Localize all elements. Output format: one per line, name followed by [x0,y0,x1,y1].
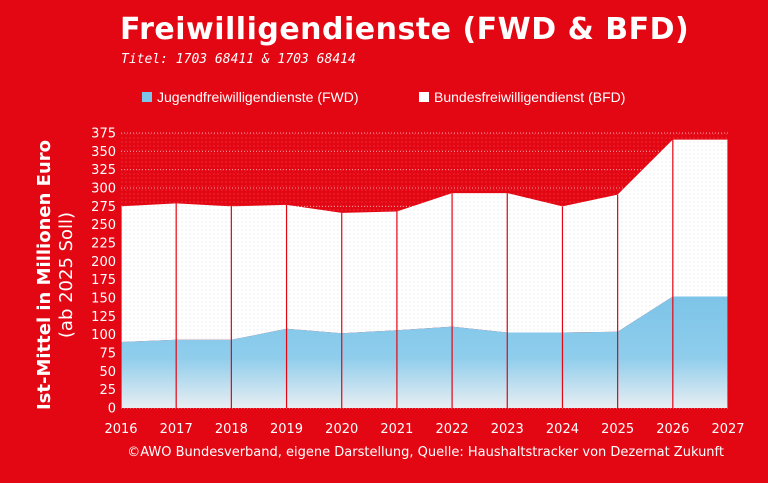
y-tick-label: 275 [91,200,116,215]
y-tick-label: 125 [91,310,116,325]
y-tick-label: 325 [91,163,116,178]
x-tick-label: 2024 [546,422,579,437]
x-tick-label: 2027 [711,422,744,437]
source-note: ©AWO Bundesverband, eigene Darstellung, … [127,445,724,460]
series-area-bfd [121,139,728,342]
y-tick-label: 150 [91,292,116,307]
x-tick-label: 2020 [325,422,358,437]
y-tick-label: 375 [91,127,116,142]
chart-subtitle: Titel: 1703 68411 & 1703 68414 [121,52,356,67]
y-tick-label: 250 [91,218,116,233]
x-tick-label: 2025 [601,422,634,437]
y-tick-label: 75 [99,347,116,362]
y-tick-label: 100 [91,328,116,343]
y-tick-label: 300 [91,182,116,197]
y-tick-label: 350 [91,145,116,160]
legend-label-bfd: Bundesfreiwilligendienst (BFD) [434,89,626,105]
x-tick-label: 2017 [160,422,193,437]
x-tick-label: 2018 [215,422,248,437]
y-tick-label: 25 [99,383,116,398]
x-tick-label: 2022 [436,422,469,437]
y-tick-label: 0 [108,402,116,417]
legend-label-fwd: Jugendfreiwilligendienste (FWD) [157,89,359,105]
chart-title: Freiwilligendienste (FWD & BFD) [120,12,690,47]
legend-item-bfd: Bundesfreiwilligendienst (BFD) [419,89,625,105]
y-tick-label: 200 [91,255,116,270]
series-area-fwd [121,296,728,408]
legend-swatch-bfd [419,92,429,102]
legend: Jugendfreiwilligendienste (FWD) Bundesfr… [0,89,768,109]
legend-swatch-fwd [142,92,152,102]
x-tick-label: 2026 [656,422,689,437]
x-tick-label: 2016 [104,422,137,437]
x-tick-label: 2021 [380,422,413,437]
x-tick-label: 2023 [491,422,524,437]
y-tick-label: 175 [91,273,116,288]
y-tick-label: 50 [99,365,116,380]
x-tick-label: 2019 [270,422,303,437]
legend-item-fwd: Jugendfreiwilligendienste (FWD) [142,89,359,105]
y-tick-label: 225 [91,237,116,252]
